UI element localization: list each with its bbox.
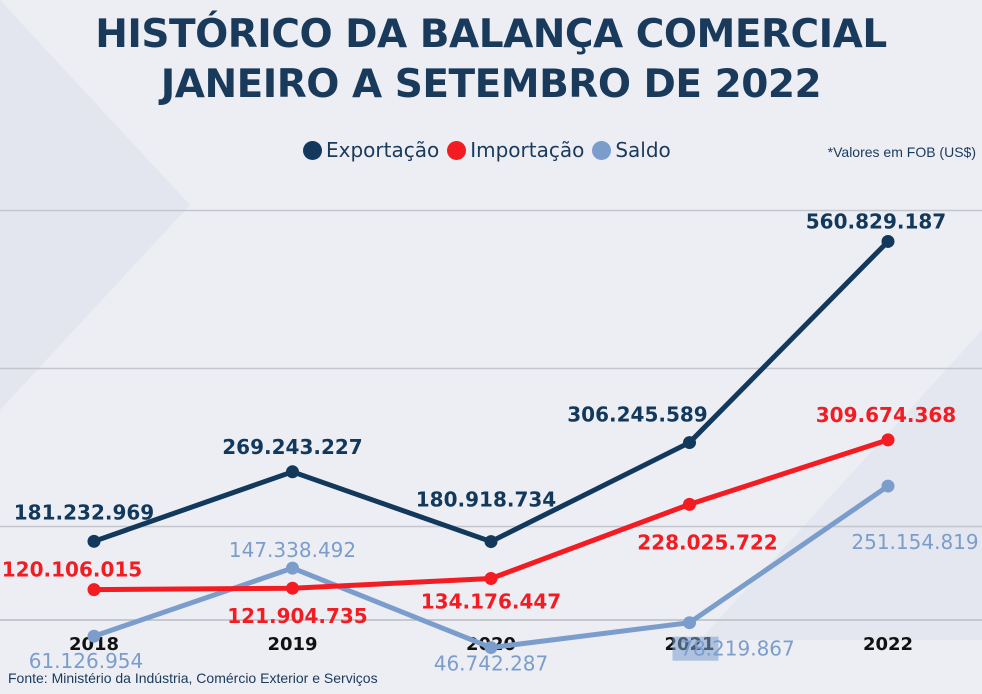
- data-point: [881, 479, 895, 493]
- data-point: [286, 561, 299, 575]
- data-point: [286, 581, 299, 595]
- data-point: [683, 436, 696, 450]
- data-point: [881, 234, 895, 248]
- data-point: [87, 534, 101, 548]
- data-point: [683, 616, 696, 630]
- legend-item-exportacao: Exportação: [303, 138, 439, 162]
- source-caption: Fonte: Ministério da Indústria, Comércio…: [8, 670, 378, 686]
- x-tick-label: 2022: [863, 634, 913, 655]
- data-point: [484, 535, 498, 549]
- x-tick-label: 2018: [69, 634, 119, 655]
- data-label: 309.674.368: [816, 403, 956, 427]
- data-point: [87, 583, 101, 597]
- data-label: 269.243.227: [222, 435, 362, 459]
- data-label: 560.829.187: [806, 209, 946, 233]
- legend-dot-icon: [592, 140, 612, 160]
- legend-item-importacao: Importação: [447, 138, 584, 162]
- data-label: 134.176.447: [421, 590, 561, 614]
- chart-title-line1: HISTÓRICO DA BALANÇA COMERCIAL: [95, 12, 887, 57]
- data-label: 78.219.867: [680, 637, 795, 661]
- data-point: [683, 497, 696, 511]
- data-label: 180.918.734: [416, 488, 556, 512]
- legend-label-saldo: Saldo: [615, 138, 671, 162]
- data-label: 251.154.819: [851, 530, 978, 554]
- legend-dot-icon: [303, 140, 322, 160]
- data-label: 147.338.492: [229, 538, 356, 562]
- data-point: [484, 572, 498, 586]
- legend-label-importacao: Importação: [470, 138, 585, 162]
- data-label: 228.025.722: [637, 530, 777, 554]
- legend-label-exportacao: Exportação: [326, 138, 440, 162]
- data-point: [484, 641, 498, 655]
- chart-title-line2: JANEIRO A SETEMBRO DE 2022: [160, 62, 822, 107]
- data-label: 121.904.735: [227, 604, 367, 628]
- fob-note: *Valores em FOB (US$): [827, 144, 976, 160]
- data-point: [286, 465, 299, 479]
- legend-item-saldo: Saldo: [592, 138, 671, 162]
- data-label: 181.232.969: [14, 500, 154, 524]
- data-label: 306.245.589: [567, 403, 707, 427]
- data-label: 120.106.015: [2, 558, 142, 582]
- data-label: 46.742.287: [434, 652, 549, 676]
- x-tick-label: 2019: [267, 634, 317, 655]
- legend-dot-icon: [447, 140, 467, 160]
- data-point: [87, 629, 101, 643]
- data-label: 61.126.954: [29, 649, 144, 673]
- chart-legend: Exportação Importação Saldo: [303, 138, 679, 162]
- data-point: [881, 433, 895, 447]
- label-highlight: [672, 636, 719, 661]
